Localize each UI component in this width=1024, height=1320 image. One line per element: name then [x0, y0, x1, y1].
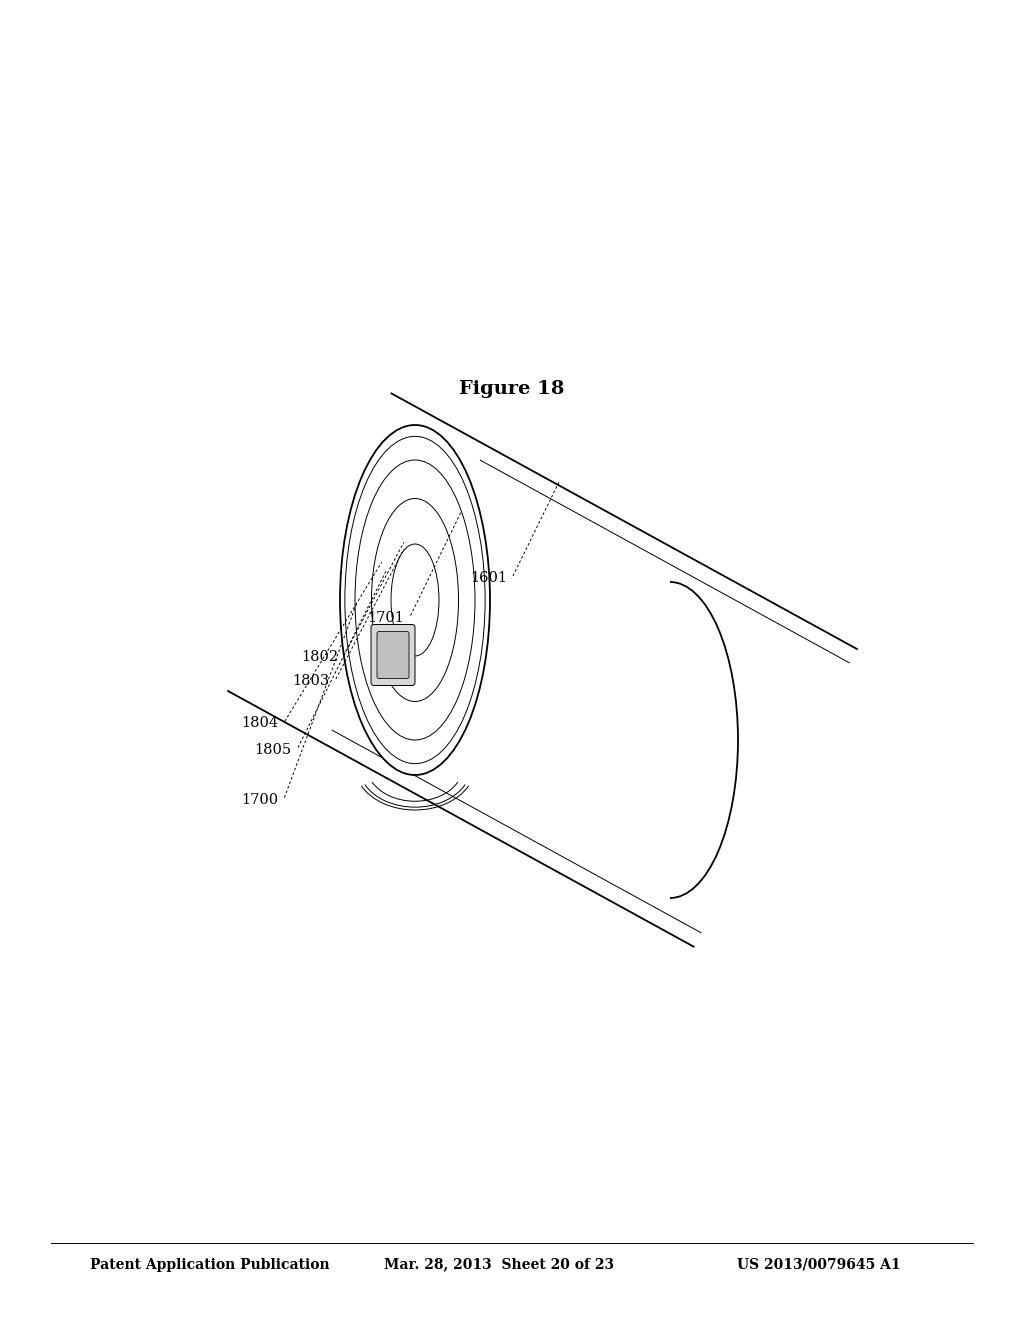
Ellipse shape — [391, 544, 439, 656]
Text: Figure 18: Figure 18 — [460, 380, 564, 399]
Text: 1804: 1804 — [242, 717, 279, 730]
Text: Mar. 28, 2013  Sheet 20 of 23: Mar. 28, 2013 Sheet 20 of 23 — [384, 1258, 614, 1271]
FancyBboxPatch shape — [377, 631, 409, 678]
Ellipse shape — [602, 582, 738, 898]
Ellipse shape — [372, 499, 459, 701]
Ellipse shape — [355, 459, 475, 741]
Text: 1803: 1803 — [293, 675, 330, 688]
Text: Patent Application Publication: Patent Application Publication — [90, 1258, 330, 1271]
Ellipse shape — [340, 425, 490, 775]
Text: 1802: 1802 — [301, 651, 338, 664]
Text: 1601: 1601 — [470, 572, 507, 585]
Text: US 2013/0079645 A1: US 2013/0079645 A1 — [737, 1258, 901, 1271]
Text: 1805: 1805 — [255, 743, 292, 756]
Text: 1701: 1701 — [368, 611, 404, 624]
Text: 1700: 1700 — [242, 793, 279, 807]
FancyBboxPatch shape — [371, 624, 415, 685]
